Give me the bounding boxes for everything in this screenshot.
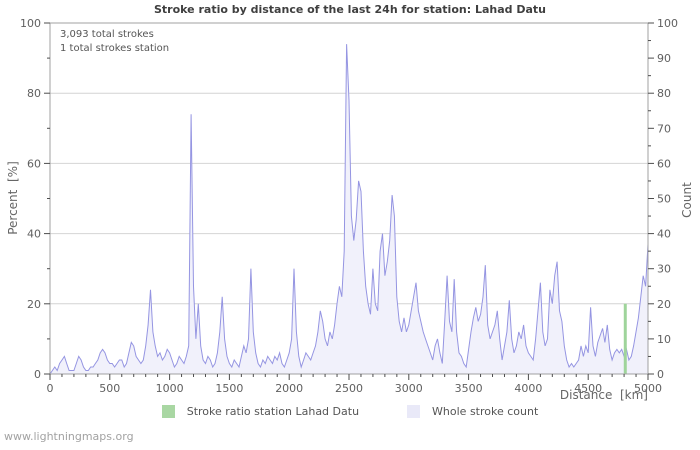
x-tick-label: 2000 — [275, 382, 303, 395]
left-tick-label: 80 — [27, 87, 41, 100]
x-tick-label: 2500 — [335, 382, 363, 395]
x-tick-label: 4000 — [514, 382, 542, 395]
x-tick-label: 1000 — [156, 382, 184, 395]
right-tick-label: 50 — [657, 193, 671, 206]
whole-stroke-count-line — [49, 44, 649, 375]
watermark: www.lightningmaps.org — [4, 430, 134, 443]
whole-stroke-count-area — [50, 44, 648, 374]
legend-item-whole-count: Whole stroke count — [407, 405, 538, 418]
whole-count-swatch — [407, 405, 421, 418]
chart-title: Stroke ratio by distance of the last 24h… — [154, 3, 546, 16]
x-tick-label: 3500 — [455, 382, 483, 395]
whole-count-label: Whole stroke count — [432, 405, 539, 418]
left-tick-label: 60 — [27, 157, 41, 170]
legend-item-station-ratio: Stroke ratio station Lahad Datu — [161, 405, 360, 418]
right-tick-label: 40 — [657, 228, 671, 241]
station-ratio-swatch — [161, 405, 175, 418]
right-tick-label: 100 — [657, 17, 678, 30]
x-tick-label: 500 — [99, 382, 120, 395]
left-axis-title: Percent [%] — [6, 161, 20, 235]
x-tick-label: 1500 — [215, 382, 243, 395]
x-tick-label: 5000 — [634, 382, 662, 395]
right-tick-label: 0 — [657, 368, 664, 381]
x-tick-label: 0 — [47, 382, 54, 395]
total-strokes-text: 3,093 total strokes — [60, 29, 154, 40]
x-tick-label: 4500 — [574, 382, 602, 395]
x-axis-title: Distance [km] — [559, 388, 648, 402]
station-ratio-label: Stroke ratio station Lahad Datu — [186, 405, 360, 418]
totals-annotation: 3,093 total strokes 1 total strokes stat… — [60, 28, 169, 56]
right-tick-label: 60 — [657, 157, 671, 170]
right-tick-label: 70 — [657, 122, 671, 135]
legend: Stroke ratio station Lahad Datu Whole st… — [0, 405, 700, 418]
x-tick-label: 3000 — [395, 382, 423, 395]
left-tick-label: 40 — [27, 228, 41, 241]
right-tick-label: 30 — [657, 263, 671, 276]
left-tick-label: 0 — [34, 368, 41, 381]
right-axis-title: Count — [680, 182, 694, 218]
total-strokes-station-text: 1 total strokes station — [60, 43, 170, 54]
right-tick-label: 80 — [657, 87, 671, 100]
right-tick-label: 10 — [657, 333, 671, 346]
left-tick-label: 20 — [27, 298, 41, 311]
right-tick-label: 20 — [657, 298, 671, 311]
right-tick-label: 90 — [657, 52, 671, 65]
left-tick-label: 100 — [20, 17, 41, 30]
